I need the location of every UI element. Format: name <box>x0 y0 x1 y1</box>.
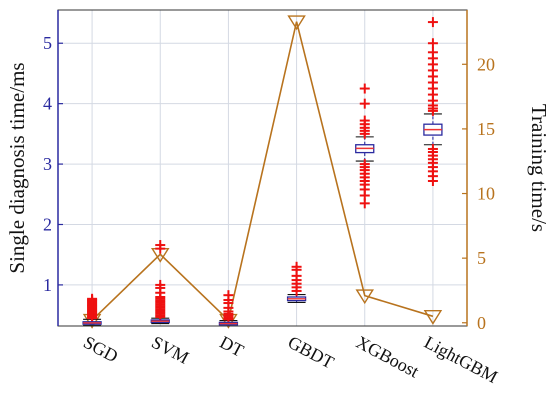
x-tick-label: SVM <box>148 332 192 368</box>
right-tick-label: 20 <box>477 54 495 74</box>
box-series <box>82 17 443 327</box>
box-svm <box>150 240 170 325</box>
left-axis-label: Single diagnosis time/ms <box>5 62 29 273</box>
left-tick-label: 5 <box>43 33 52 53</box>
left-tick-label: 4 <box>43 94 52 114</box>
left-tick-label: 3 <box>43 154 52 174</box>
training-time-marker <box>423 310 443 325</box>
left-tick-label: 2 <box>43 214 52 234</box>
left-tick-label: 1 <box>43 275 52 295</box>
right-axis-label: Training time/s <box>527 104 550 232</box>
box-gbdt <box>286 261 307 303</box>
left-axis-ticks: 1 2 3 4 5 <box>43 33 63 295</box>
right-tick-label: 5 <box>477 248 486 268</box>
box-sgd <box>82 293 102 326</box>
x-tick-label: GBDT <box>285 332 338 373</box>
x-tick-label: LightGBM <box>421 332 501 387</box>
right-tick-label: 0 <box>477 313 486 333</box>
right-tick-label: 15 <box>477 119 495 139</box>
box-lightgbm <box>423 17 443 186</box>
training-time-series <box>82 15 443 329</box>
training-time-line <box>91 21 434 322</box>
box-dt <box>218 290 239 327</box>
box-xgboost <box>355 83 375 209</box>
x-tick-label: SGD <box>80 332 121 367</box>
x-tick-label: DT <box>217 332 248 361</box>
right-tick-label: 10 <box>477 184 495 204</box>
x-tick-label: XGBoost <box>353 332 422 382</box>
right-axis-ticks: 0 5 10 15 20 <box>462 54 495 333</box>
training-time-marker <box>287 15 306 31</box>
training-time-marker <box>355 289 375 305</box>
